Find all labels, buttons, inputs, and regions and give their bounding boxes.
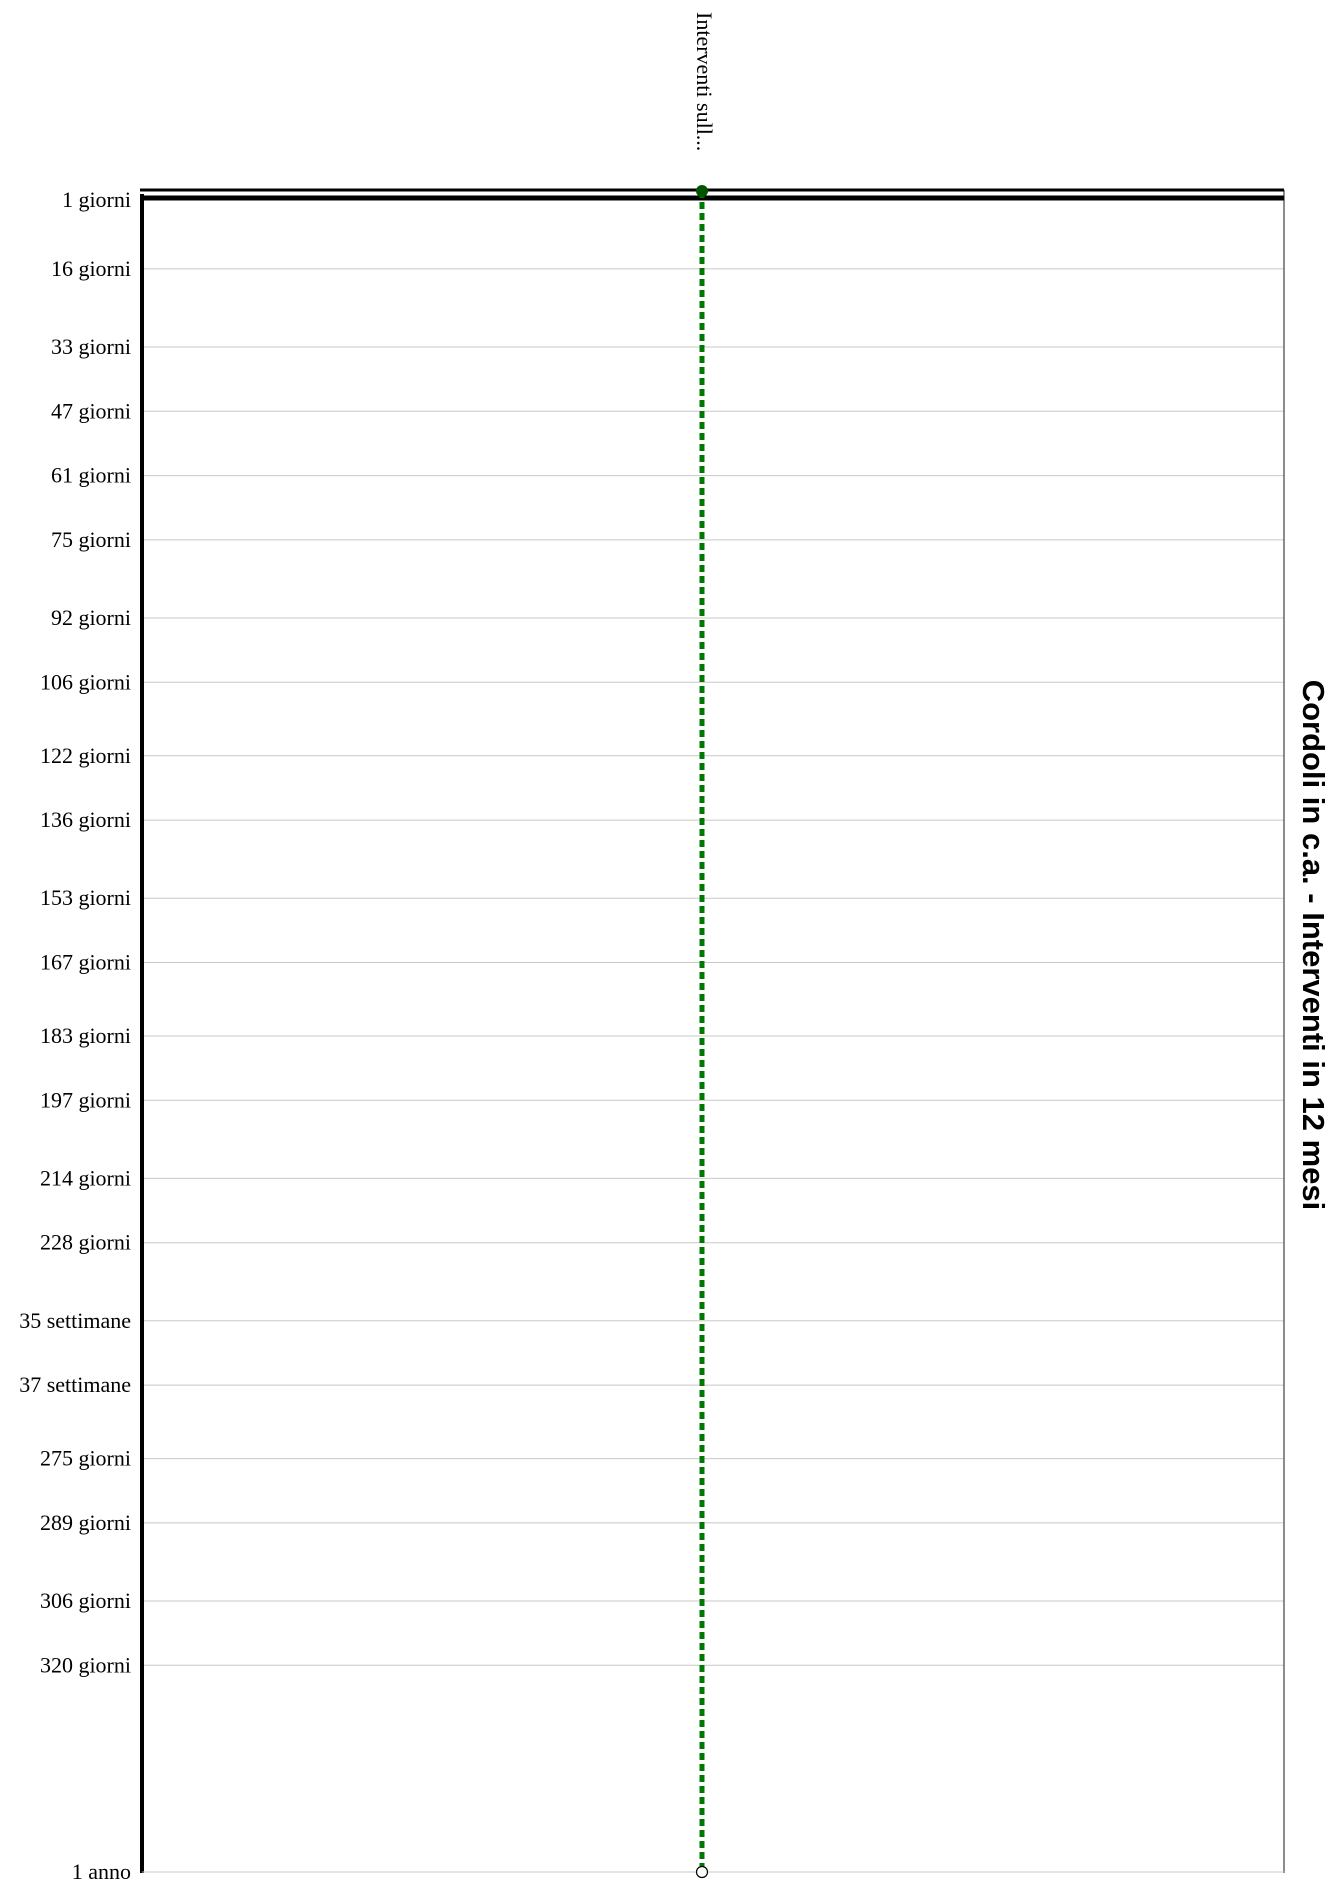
- y-tick-label: 122 giorni: [40, 743, 131, 768]
- task-start-marker: [696, 185, 708, 197]
- y-tick-label: 16 giorni: [51, 256, 131, 281]
- chart-frame: [140, 188, 1285, 1873]
- task-label: Interventi sull...: [692, 12, 717, 151]
- task-end-marker: [695, 1865, 709, 1879]
- y-tick-label: 106 giorni: [40, 669, 131, 694]
- y-tick-label: 214 giorni: [40, 1165, 131, 1190]
- y-tick-label: 320 giorni: [40, 1652, 131, 1677]
- grid-lines: [142, 268, 1284, 1873]
- y-tick-label: 75 giorni: [51, 527, 131, 552]
- chart-title-group: Cordoli in c.a. - Interventi in 12 mesi: [1296, 680, 1331, 1211]
- y-tick-label: 61 giorni: [51, 463, 131, 488]
- y-tick-label: 1 giorni: [62, 187, 131, 212]
- y-tick-label: 153 giorni: [40, 885, 131, 910]
- y-tick-label: 289 giorni: [40, 1510, 131, 1535]
- y-tick-label: 183 giorni: [40, 1023, 131, 1048]
- y-tick-label: 136 giorni: [40, 807, 131, 832]
- y-tick-label: 197 giorni: [40, 1087, 131, 1112]
- tasks: Interventi sull...: [692, 12, 717, 1879]
- y-tick-labels: 1 giorni 16 giorni 33 giorni 47 giorni 61 gi…: [19, 187, 131, 1884]
- y-tick-label: 275 giorni: [40, 1446, 131, 1471]
- y-tick-label: 306 giorni: [40, 1588, 131, 1613]
- y-tick-label: 92 giorni: [51, 605, 131, 630]
- y-tick-label: 37 settimane: [19, 1372, 131, 1397]
- y-tick-label: 167 giorni: [40, 950, 131, 975]
- chart-title: Cordoli in c.a. - Interventi in 12 mesi: [1296, 680, 1331, 1211]
- y-tick-label: 47 giorni: [51, 398, 131, 423]
- y-tick-label: 33 giorni: [51, 334, 131, 359]
- y-tick-label: 228 giorni: [40, 1230, 131, 1255]
- y-tick-label: 35 settimane: [19, 1308, 131, 1333]
- y-tick-label: 1 anno: [72, 1859, 131, 1884]
